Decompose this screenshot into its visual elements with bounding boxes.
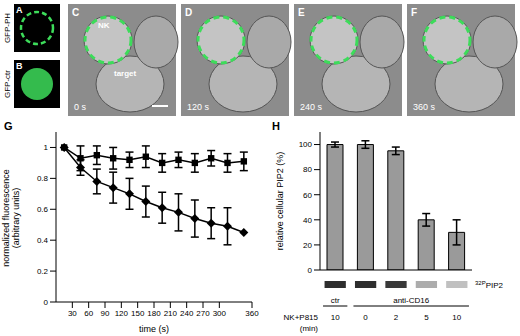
svg-text:normalized fluorescence(arbitr: normalized fluorescence(arbitrary units) (1, 169, 21, 267)
svg-text:360: 360 (245, 309, 259, 318)
svg-text:360 s: 360 s (413, 102, 436, 112)
svg-text:1: 1 (44, 143, 49, 152)
svg-text:D: D (185, 7, 192, 18)
svg-text:2: 2 (394, 313, 399, 322)
svg-text:0: 0 (363, 313, 368, 322)
svg-text:C: C (72, 7, 79, 18)
svg-text:ctr: ctr (331, 296, 340, 305)
svg-text:0.2: 0.2 (37, 267, 49, 276)
svg-text:40: 40 (303, 216, 312, 225)
svg-text:H: H (272, 120, 280, 132)
svg-text:210: 210 (164, 309, 178, 318)
svg-text:GFP-ctr: GFP-ctr (3, 70, 12, 98)
svg-text:90: 90 (101, 309, 110, 318)
svg-text:32PPIP2: 32PPIP2 (475, 280, 504, 290)
svg-text:0 s: 0 s (74, 102, 87, 112)
svg-text:10: 10 (331, 313, 340, 322)
svg-text:10: 10 (452, 313, 461, 322)
svg-text:150: 150 (131, 309, 145, 318)
svg-text:0: 0 (44, 298, 49, 307)
svg-text:240 s: 240 s (300, 102, 323, 112)
svg-text:80: 80 (303, 165, 312, 174)
svg-text:0: 0 (308, 266, 313, 275)
svg-text:(min): (min) (300, 324, 319, 333)
svg-text:time (s): time (s) (139, 324, 169, 334)
svg-text:target: target (114, 69, 137, 78)
svg-text:0.6: 0.6 (37, 205, 49, 214)
svg-text:5: 5 (424, 313, 429, 322)
svg-text:60: 60 (84, 309, 93, 318)
svg-text:300: 300 (213, 309, 227, 318)
svg-text:0.4: 0.4 (37, 236, 49, 245)
svg-text:F: F (411, 7, 417, 18)
svg-text:30: 30 (68, 309, 77, 318)
svg-text:GFP-PH: GFP-PH (3, 13, 12, 43)
svg-text:180: 180 (147, 309, 161, 318)
svg-text:270: 270 (196, 309, 210, 318)
svg-text:A: A (16, 5, 23, 15)
svg-text:0.8: 0.8 (37, 174, 49, 183)
svg-text:relative cellular PIP2 (%): relative cellular PIP2 (%) (275, 152, 285, 251)
svg-text:240: 240 (180, 309, 194, 318)
svg-text:120: 120 (115, 309, 129, 318)
svg-text:60: 60 (303, 191, 312, 200)
svg-text:B: B (16, 61, 23, 71)
svg-text:E: E (298, 7, 305, 18)
svg-text:NK: NK (98, 21, 110, 30)
svg-text:anti-CD16: anti-CD16 (393, 296, 430, 305)
svg-text:G: G (4, 120, 13, 132)
svg-text:20: 20 (303, 241, 312, 250)
svg-text:NK+P815: NK+P815 (284, 313, 319, 322)
svg-text:120 s: 120 s (187, 102, 210, 112)
svg-text:100: 100 (299, 140, 313, 149)
